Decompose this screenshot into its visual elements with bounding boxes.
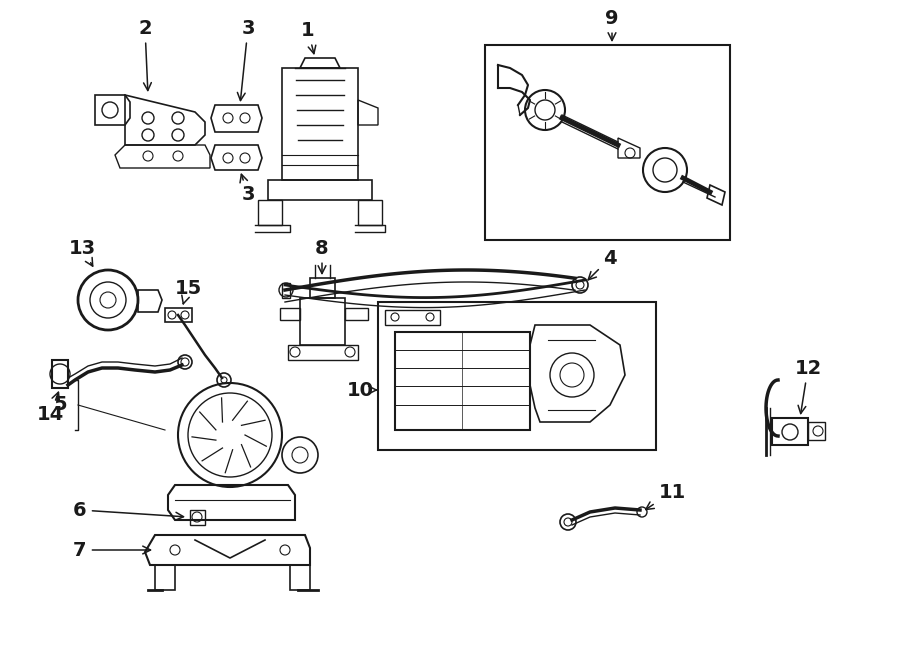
Text: 4: 4 [589,249,616,280]
Text: 14: 14 [36,392,64,424]
Text: 15: 15 [175,278,202,304]
Bar [378,302,656,450]
Bar [485,45,730,240]
Text: 3: 3 [240,175,255,204]
Text: 10: 10 [346,381,377,399]
Text: 8: 8 [315,239,328,274]
Text: 5: 5 [53,395,67,414]
Text: 1: 1 [302,20,316,54]
Text: 9: 9 [605,9,619,40]
Text: 11: 11 [645,483,686,510]
Text: 6: 6 [73,500,184,520]
Text: 13: 13 [68,239,95,266]
Text: 3: 3 [238,19,255,100]
Text: 2: 2 [139,19,152,91]
Text: 7: 7 [73,541,150,559]
Text: 12: 12 [795,358,822,414]
